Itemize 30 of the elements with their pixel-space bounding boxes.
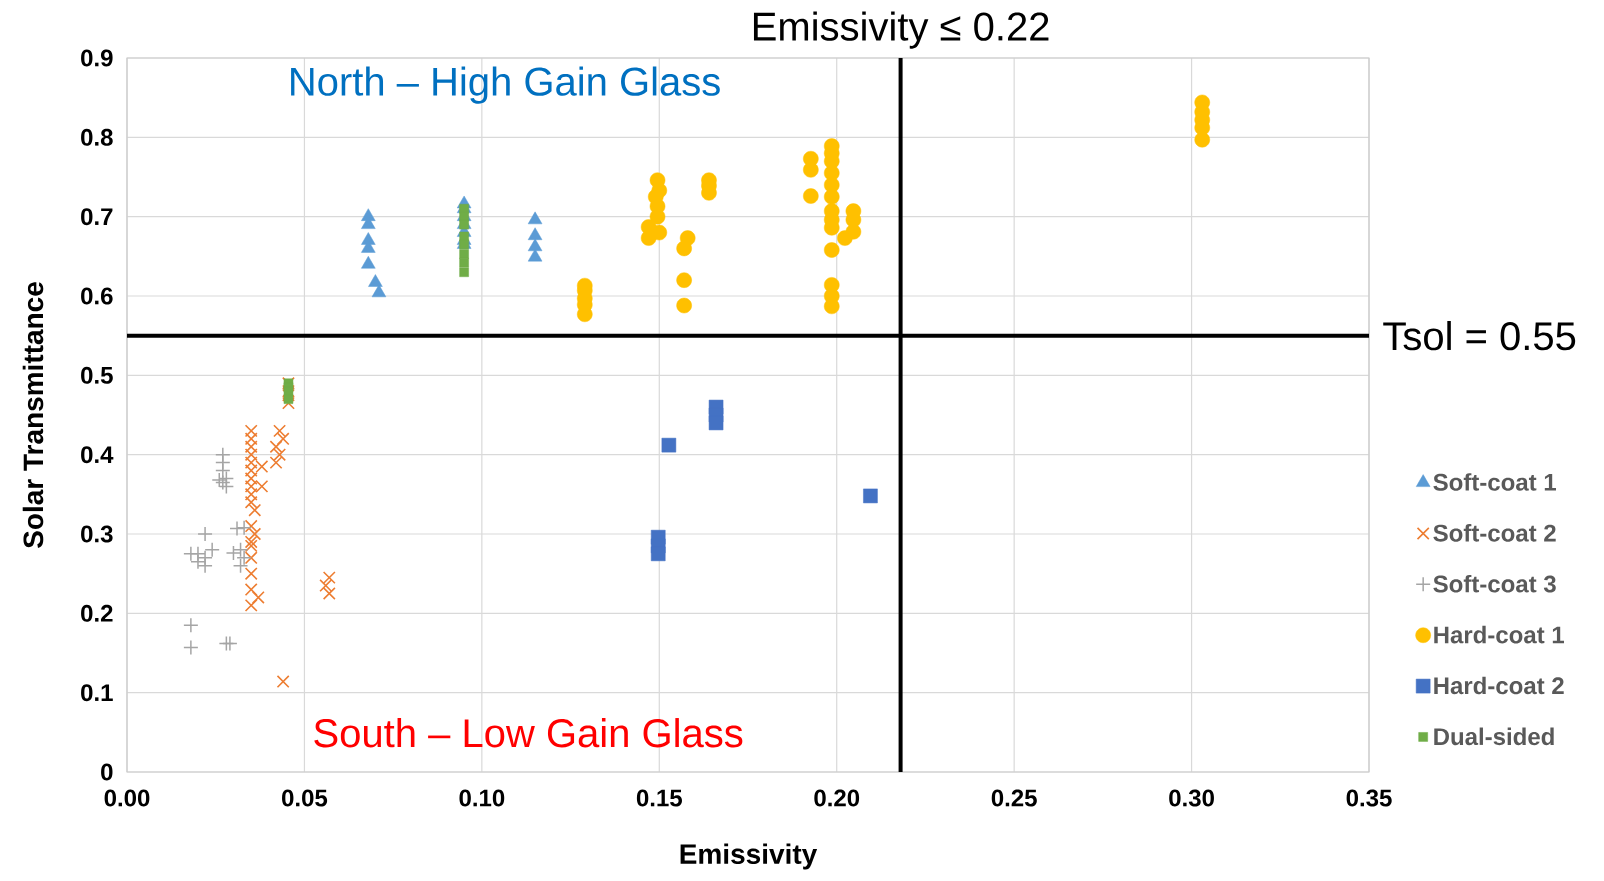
x-tick-label: 0.25 [991, 789, 1037, 807]
x-tick-label: 0.10 [459, 789, 505, 807]
legend-label: Hard-coat 1 [1434, 625, 1565, 644]
x-tick-label: 0.30 [1169, 789, 1214, 807]
x-tick-label: 0.20 [814, 789, 860, 807]
y-tick-label: 0.1 [81, 684, 113, 702]
annotation: South – Low Gain Glass [314, 718, 743, 748]
ref-line-label: Emissivity ≤ 0.22 [753, 11, 1049, 49]
y-tick-label: 0.9 [81, 49, 113, 67]
y-tick-label: 0.6 [81, 287, 113, 305]
x-axis-title: Emissivity [680, 843, 818, 870]
y-axis-title: Solar Transmittance [22, 282, 44, 549]
ref-line-label: Tsol = 0.55 [1383, 320, 1576, 351]
x-tick-label: 0.35 [1346, 789, 1392, 807]
y-tick-label: 0.7 [81, 208, 113, 226]
legend-label: Hard-coat 2 [1434, 676, 1564, 695]
y-tick-label: 0 [101, 763, 113, 781]
legend-label: Soft-coat 1 [1433, 473, 1556, 491]
legend-label: Soft-coat 3 [1433, 574, 1556, 593]
x-tick-label: 0.00 [104, 789, 150, 807]
y-tick-label: 0.5 [81, 366, 113, 384]
y-tick-label: 0.2 [81, 604, 113, 622]
x-tick-label: 0.15 [636, 789, 682, 807]
legend-label: Soft-coat 2 [1433, 524, 1556, 542]
y-tick-label: 0.4 [81, 446, 114, 464]
x-tick-label: 0.05 [282, 789, 328, 807]
y-tick-label: 0.8 [81, 128, 113, 146]
y-tick-label: 0.3 [81, 525, 113, 543]
legend-label: Dual-sided [1434, 727, 1554, 746]
annotation: North – High Gain Glass [291, 66, 720, 104]
